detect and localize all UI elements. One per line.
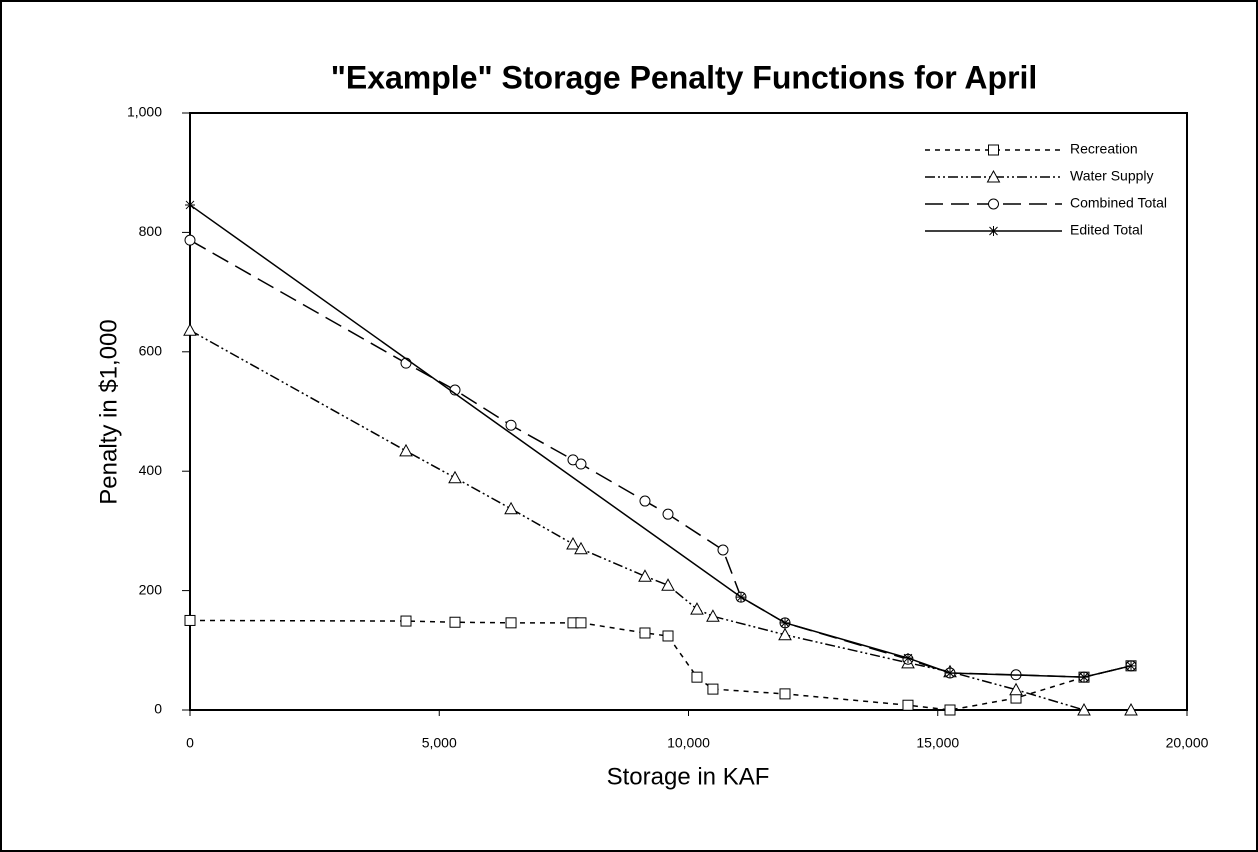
- marker: [638, 569, 652, 582]
- marker: [1126, 660, 1137, 671]
- marker: [988, 144, 999, 156]
- marker: [945, 667, 956, 678]
- marker: [902, 653, 913, 664]
- marker: [185, 199, 195, 210]
- marker: [662, 508, 674, 520]
- marker: [399, 443, 413, 457]
- y-tick-label: 400: [139, 462, 163, 478]
- marker: [449, 616, 461, 628]
- marker: [778, 627, 792, 641]
- marker: [1009, 682, 1023, 696]
- marker: [400, 615, 412, 627]
- legend-label: Recreation: [1070, 141, 1138, 157]
- x-tick-label: 15,000: [916, 735, 959, 751]
- marker: [1079, 672, 1090, 683]
- y-tick-label: 0: [154, 701, 162, 717]
- series-line: [189, 619, 1132, 711]
- series-line: [189, 329, 1132, 711]
- marker: [400, 357, 412, 369]
- marker: [661, 578, 675, 591]
- plot-area: [189, 112, 1188, 711]
- x-tick-label: 0: [186, 735, 194, 751]
- marker: [707, 683, 719, 695]
- marker: [706, 609, 720, 622]
- marker: [944, 704, 956, 716]
- marker: [184, 234, 196, 246]
- marker: [1124, 702, 1138, 716]
- marker: [505, 617, 517, 629]
- marker: [691, 671, 703, 683]
- marker: [566, 536, 580, 550]
- marker: [662, 630, 674, 642]
- y-tick-label: 1,000: [127, 104, 162, 120]
- marker: [988, 226, 999, 236]
- marker: [986, 169, 1001, 183]
- marker: [575, 458, 587, 470]
- marker: [504, 501, 518, 515]
- marker: [988, 198, 999, 210]
- marker: [902, 699, 914, 711]
- marker: [779, 688, 791, 700]
- marker: [448, 470, 462, 484]
- x-tick-label: 20,000: [1166, 735, 1209, 751]
- marker: [575, 617, 587, 629]
- marker: [639, 627, 651, 639]
- x-tick-label: 10,000: [667, 735, 710, 751]
- marker: [735, 592, 746, 603]
- marker: [1077, 702, 1091, 716]
- marker: [574, 541, 588, 555]
- legend-label: Water Supply: [1070, 168, 1154, 184]
- y-tick-label: 600: [139, 343, 163, 359]
- marker: [184, 614, 196, 626]
- marker: [639, 495, 651, 507]
- x-axis-label: Storage in KAF: [607, 763, 770, 790]
- marker: [717, 544, 729, 556]
- marker: [780, 617, 791, 628]
- chart-title: "Example" Storage Penalty Functions for …: [331, 59, 1038, 95]
- series-line: [189, 204, 1132, 678]
- marker: [505, 419, 517, 431]
- y-tick-label: 200: [139, 581, 163, 597]
- y-tick-label: 800: [139, 223, 163, 239]
- marker: [183, 323, 197, 336]
- marker: [690, 602, 704, 615]
- y-axis-label: Penalty in $1,000: [95, 319, 122, 504]
- legend-label: Combined Total: [1070, 195, 1167, 211]
- legend-label: Edited Total: [1070, 222, 1143, 238]
- x-tick-label: 5,000: [422, 735, 457, 751]
